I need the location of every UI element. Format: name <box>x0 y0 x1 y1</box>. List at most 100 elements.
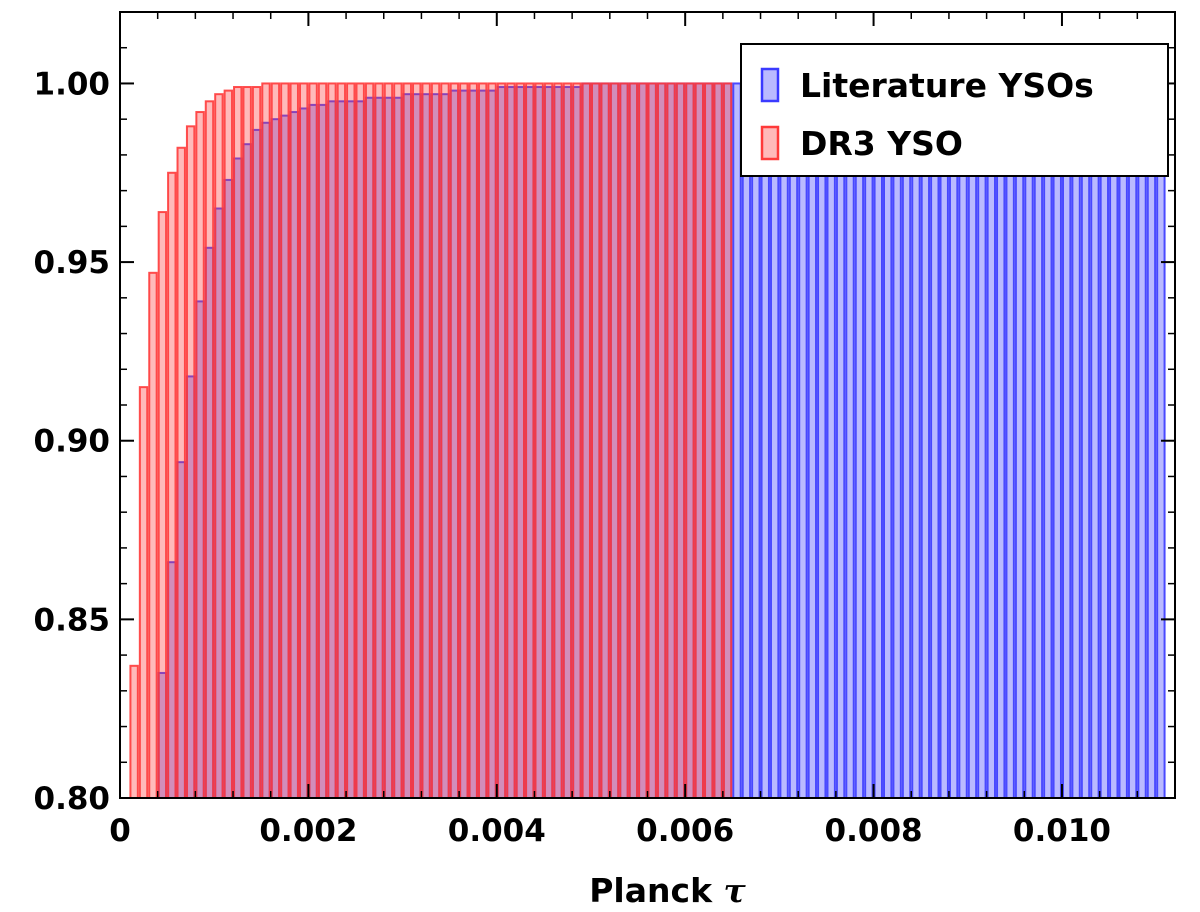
bar <box>251 86 262 799</box>
bar <box>656 82 667 800</box>
bar <box>543 82 554 800</box>
bar <box>1080 82 1091 800</box>
bar <box>817 82 827 800</box>
bar <box>958 82 968 800</box>
bar <box>694 82 705 800</box>
bar <box>864 82 874 800</box>
bar <box>590 82 601 800</box>
bar <box>393 82 403 800</box>
x-tick-label: 0.004 <box>448 813 546 849</box>
y-tick-label: 1.00 <box>34 66 111 102</box>
bar <box>666 82 676 800</box>
bar <box>355 82 365 800</box>
legend: Literature YSOs DR3 YSO <box>740 43 1169 177</box>
bar <box>760 82 770 800</box>
bar <box>1146 82 1157 800</box>
bar <box>619 82 629 800</box>
bar <box>138 386 149 799</box>
bar <box>364 82 375 800</box>
bar <box>901 82 912 800</box>
bar <box>751 82 761 800</box>
bar <box>788 82 799 800</box>
y-tick-label: 0.80 <box>34 781 111 817</box>
legend-label-dr3: DR3 YSO <box>800 124 963 163</box>
bar <box>562 82 573 800</box>
bar <box>911 82 921 800</box>
bar <box>1118 82 1128 800</box>
bar <box>129 664 139 799</box>
bar <box>628 82 639 800</box>
legend-swatch-dr3 <box>760 125 780 161</box>
x-tick-label: 0.002 <box>259 813 357 849</box>
bar <box>892 82 902 800</box>
bar <box>685 82 695 800</box>
bar <box>769 82 780 800</box>
bars-layer <box>129 82 1166 800</box>
bar <box>722 82 733 800</box>
bar <box>308 82 318 800</box>
bar <box>675 82 686 800</box>
bar <box>449 82 460 800</box>
bar <box>1024 82 1034 800</box>
bar <box>647 82 657 800</box>
bar <box>412 82 422 800</box>
bar <box>986 82 997 800</box>
bar <box>939 82 949 800</box>
bar <box>496 82 507 800</box>
bar <box>430 82 441 800</box>
bar <box>600 82 610 800</box>
bar <box>421 82 431 800</box>
bar <box>233 86 243 799</box>
legend-label-literature: Literature YSOs <box>800 66 1094 105</box>
bar <box>402 82 413 800</box>
legend-box <box>740 43 1169 177</box>
bar <box>638 82 648 800</box>
bar <box>383 82 394 800</box>
bar <box>204 100 215 800</box>
bar <box>572 82 582 800</box>
bar <box>713 82 723 800</box>
bar <box>157 211 168 799</box>
legend-swatch-literature <box>760 67 780 103</box>
bar <box>477 82 488 800</box>
bar <box>948 82 959 800</box>
bar <box>704 82 714 800</box>
bar <box>732 82 742 800</box>
bar <box>930 82 940 800</box>
bar <box>468 82 478 800</box>
bar <box>506 82 516 800</box>
bar <box>1071 82 1081 800</box>
bar <box>798 82 808 800</box>
x-tick-label: 0.010 <box>1013 813 1111 849</box>
bar <box>167 171 177 800</box>
bar <box>1127 82 1138 800</box>
bar <box>336 82 347 800</box>
bar <box>741 82 752 800</box>
bar <box>534 82 544 800</box>
bar <box>185 125 196 799</box>
bar <box>977 82 987 800</box>
bar <box>289 82 299 800</box>
bar <box>1099 82 1110 800</box>
bar <box>609 82 620 800</box>
bar <box>779 82 789 800</box>
bar <box>223 89 234 800</box>
bar <box>487 82 497 800</box>
ticks-layer <box>119 11 1176 799</box>
bar <box>1090 82 1100 800</box>
bar <box>515 82 526 800</box>
x-tick-label: 0.006 <box>636 813 734 849</box>
bar <box>882 82 893 800</box>
bar <box>1033 82 1044 800</box>
bar <box>1109 82 1119 800</box>
bar <box>1061 82 1072 800</box>
bar <box>826 82 836 800</box>
bar <box>835 82 846 800</box>
bar <box>459 82 469 800</box>
bar <box>581 82 591 800</box>
bar <box>967 82 978 800</box>
bar <box>854 82 865 800</box>
bar <box>242 86 252 799</box>
bar <box>1137 82 1147 800</box>
